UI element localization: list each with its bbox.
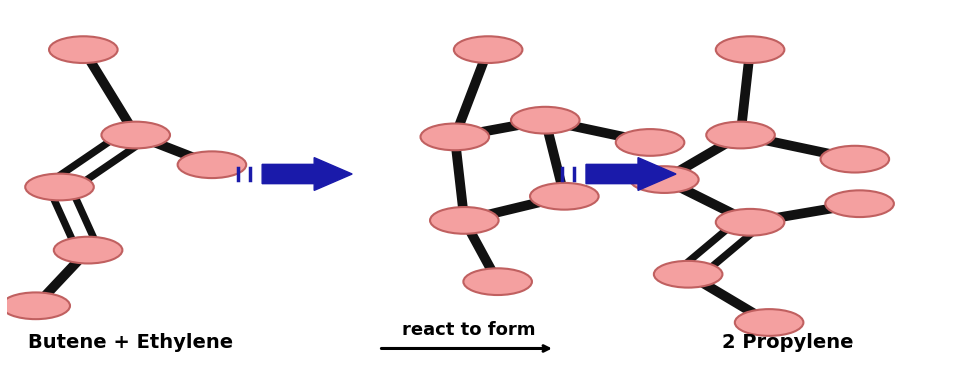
FancyArrow shape xyxy=(586,157,676,190)
Ellipse shape xyxy=(421,123,489,150)
Ellipse shape xyxy=(1,292,70,319)
Ellipse shape xyxy=(716,36,784,63)
Ellipse shape xyxy=(825,190,894,217)
Ellipse shape xyxy=(430,207,499,234)
Ellipse shape xyxy=(735,309,803,336)
Ellipse shape xyxy=(630,166,699,193)
Text: 2 Propylene: 2 Propylene xyxy=(723,333,854,352)
Ellipse shape xyxy=(178,151,246,178)
Ellipse shape xyxy=(821,146,889,172)
Ellipse shape xyxy=(706,122,775,148)
Text: Butene + Ethylene: Butene + Ethylene xyxy=(29,333,234,352)
Ellipse shape xyxy=(616,129,684,156)
Ellipse shape xyxy=(102,122,170,148)
Ellipse shape xyxy=(463,268,532,295)
Ellipse shape xyxy=(511,107,579,134)
Ellipse shape xyxy=(716,209,784,236)
Ellipse shape xyxy=(49,36,117,63)
Ellipse shape xyxy=(454,36,523,63)
Ellipse shape xyxy=(54,237,122,263)
Ellipse shape xyxy=(25,174,94,200)
Ellipse shape xyxy=(653,261,723,288)
Ellipse shape xyxy=(530,183,599,210)
Text: react to form: react to form xyxy=(403,321,536,339)
FancyArrow shape xyxy=(262,157,352,190)
